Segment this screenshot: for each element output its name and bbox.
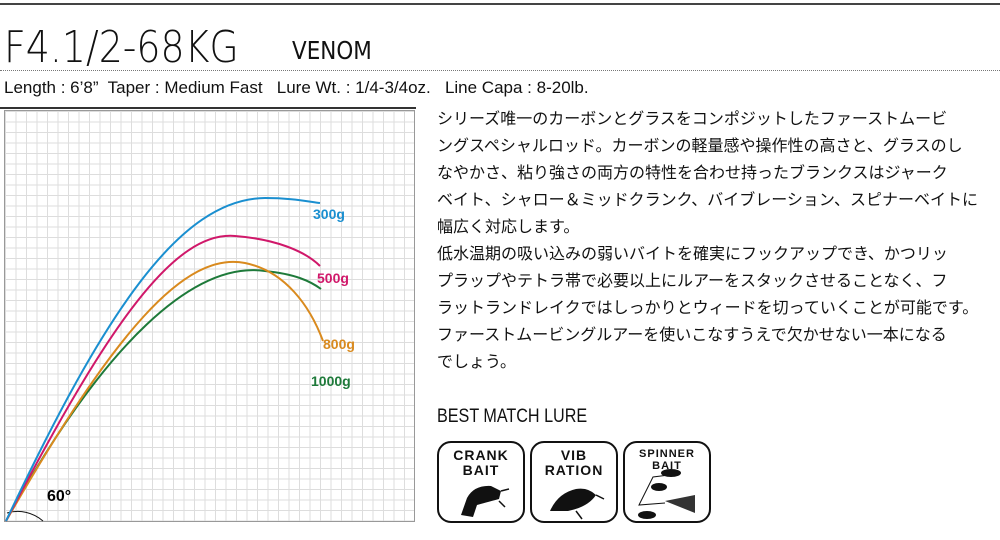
- lure-label: VIB: [560, 447, 588, 463]
- lure-crankbait: CRANK BAIT: [437, 441, 525, 523]
- top-rule: [0, 3, 1000, 5]
- description: シリーズ唯一のカーボンとグラスをコンポジットしたファーストムービ ングスペシャル…: [437, 106, 997, 376]
- description-line: なやかさ、粘り強さの両方の特性を合わせ持ったブランクスはジャーク: [437, 165, 948, 182]
- label-300g: 300g: [313, 206, 345, 222]
- curve-500g: [5, 234, 321, 522]
- curve-1000g: [5, 269, 322, 522]
- lure-label: RATION: [544, 462, 604, 478]
- bend-curve-chart: 60° 300g 500g 800g 1000g: [4, 110, 415, 522]
- lure-vibration: VIB RATION: [530, 441, 618, 523]
- vibration-icon: [550, 488, 605, 520]
- lure-label: CRANK: [453, 447, 509, 463]
- spinnerbait-icon: [638, 469, 695, 519]
- series-name: VENOM: [292, 36, 372, 65]
- description-line: ファーストムービングルアーを使いこなすうえで欠かせない一本になる: [437, 327, 947, 344]
- divider: [0, 70, 1000, 71]
- model-title: F4.1/2-68KG: [4, 22, 239, 73]
- label-800g: 800g: [323, 336, 355, 352]
- description-line: でしょう。: [437, 354, 517, 371]
- best-match-heading: BEST MATCH LURE: [437, 406, 588, 427]
- lure-label: BAIT: [462, 462, 500, 478]
- lure-label: SPINNER: [639, 448, 695, 460]
- label-1000g: 1000g: [311, 373, 351, 389]
- label-500g: 500g: [317, 270, 349, 286]
- description-line: ベイト、シャロー＆ミッドクランク、バイブレーション、スピナーベイトに: [437, 192, 978, 209]
- angle-label: 60°: [47, 488, 71, 505]
- lure-label: BAIT: [652, 460, 682, 472]
- spec-line: Length : 6’8” Taper : Medium Fast Lure W…: [4, 78, 589, 97]
- divider: [0, 107, 416, 109]
- crankbait-icon: [461, 485, 510, 517]
- curve-300g: [5, 196, 321, 522]
- description-line: 低水温期の吸い込みの弱いバイトを確実にフックアップでき、かつリッ: [437, 246, 948, 263]
- description-line: シリーズ唯一のカーボンとグラスをコンポジットしたファーストムービ: [437, 111, 948, 128]
- description-line: ラットランドレイクではしっかりとウィードを切っていくことが可能です。: [437, 300, 979, 317]
- lure-spinnerbait: SPINNER BAIT: [623, 441, 711, 523]
- angle-arc: [6, 510, 44, 522]
- description-line: 幅広く対応します。: [437, 219, 580, 236]
- curve-800g: [5, 260, 324, 522]
- description-line: ングスペシャルロッド。カーボンの軽量感や操作性の高さと、グラスのし: [437, 138, 963, 155]
- description-line: プラップやテトラ帯で必要以上にルアーをスタックさせることなく、フ: [437, 273, 948, 290]
